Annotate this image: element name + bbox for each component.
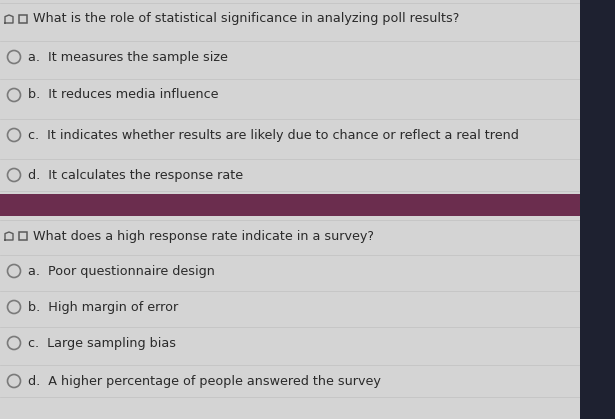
Text: What is the role of statistical significance in analyzing poll results?: What is the role of statistical signific… xyxy=(33,13,459,26)
Text: c.  It indicates whether results are likely due to chance or reflect a real tren: c. It indicates whether results are like… xyxy=(28,129,519,142)
Bar xyxy=(580,0,615,419)
Text: b.  High margin of error: b. High margin of error xyxy=(28,300,178,313)
Text: d.  It calculates the response rate: d. It calculates the response rate xyxy=(28,168,243,181)
Text: What does a high response rate indicate in a survey?: What does a high response rate indicate … xyxy=(33,230,374,243)
Text: c.  Large sampling bias: c. Large sampling bias xyxy=(28,336,176,349)
Text: a.  Poor questionnaire design: a. Poor questionnaire design xyxy=(28,264,215,277)
Bar xyxy=(0,194,580,216)
Bar xyxy=(19,232,27,240)
Text: b.  It reduces media influence: b. It reduces media influence xyxy=(28,88,218,101)
Text: a.  It measures the sample size: a. It measures the sample size xyxy=(28,51,228,64)
Text: d.  A higher percentage of people answered the survey: d. A higher percentage of people answere… xyxy=(28,375,381,388)
Bar xyxy=(19,15,27,23)
